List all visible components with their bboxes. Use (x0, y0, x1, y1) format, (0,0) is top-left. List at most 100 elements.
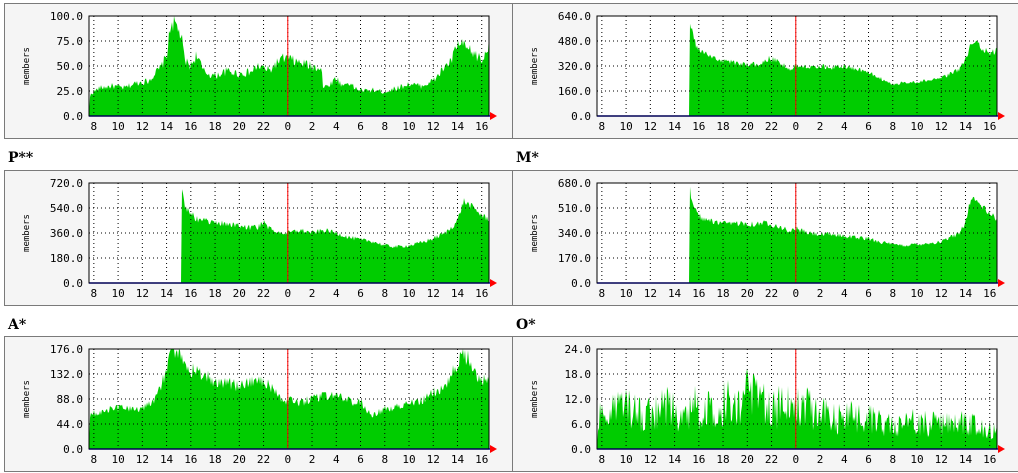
x-tick-label: 14 (668, 287, 682, 300)
x-tick-label: 10 (111, 287, 124, 300)
x-tick-label: 10 (910, 453, 923, 466)
x-tick-label: 2 (817, 120, 824, 133)
x-tick-label: 8 (381, 287, 388, 300)
axis-arrow (490, 112, 497, 120)
y-tick-label: 160.0 (558, 85, 591, 98)
plot-border (596, 182, 998, 284)
x-tick-label: 12 (427, 287, 440, 300)
x-tick-label: 8 (599, 453, 606, 466)
chart-title: M* (516, 150, 539, 166)
x-tick-label: 14 (668, 453, 682, 466)
x-tick-label: 14 (959, 120, 973, 133)
x-tick-label: 12 (935, 287, 948, 300)
chart-svg: 0.0 44.0 88.0 132.0 176.0 8 10 12 14 16 18 20 22 0 2 4 6… (22, 343, 497, 466)
x-tick-label: 14 (959, 453, 973, 466)
x-tick-label: 22 (257, 120, 270, 133)
x-tick-label: 12 (935, 120, 948, 133)
x-tick-label: 22 (257, 287, 270, 300)
x-tick-label: 20 (233, 453, 246, 466)
x-tick-label: 8 (91, 287, 98, 300)
axis-arrow (998, 279, 1005, 287)
x-tick-label: 16 (983, 453, 996, 466)
x-tick-label: 10 (402, 453, 415, 466)
x-tick-label: 16 (692, 120, 705, 133)
chart-frame: 0.0 160.0 320.0 480.0 640.0 8 10 12 14 16 18 20 22 0 2… (512, 3, 1018, 139)
x-tick-label: 12 (644, 453, 657, 466)
x-tick-label: 14 (451, 287, 465, 300)
x-tick-label: 10 (402, 120, 415, 133)
y-tick-label: 0.0 (571, 443, 591, 456)
x-tick-label: 12 (136, 287, 149, 300)
x-tick-label: 4 (841, 453, 848, 466)
x-tick-label: 8 (889, 453, 896, 466)
x-tick-label: 6 (865, 120, 872, 133)
plot-border (596, 348, 998, 450)
x-tick-label: 22 (765, 120, 778, 133)
chart-frame: 0.0 6.0 12.0 18.0 24.0 8 10 12 14 16 18 20 22 0 2 4 6 8 10… (512, 336, 1018, 472)
x-tick-label: 18 (716, 120, 729, 133)
x-tick-label: 14 (160, 120, 174, 133)
x-tick-label: 20 (741, 453, 754, 466)
x-tick-label: 16 (475, 120, 488, 133)
x-tick-label: 18 (208, 120, 221, 133)
x-tick-label: 4 (841, 120, 848, 133)
x-tick-label: 10 (910, 287, 923, 300)
x-tick-label: 20 (233, 120, 246, 133)
axis-arrow (490, 279, 497, 287)
axis-arrow (998, 112, 1005, 120)
x-tick-label: 0 (792, 120, 799, 133)
y-tick-label: 18.0 (565, 368, 592, 381)
x-tick-label: 6 (357, 453, 364, 466)
chart-frame: 0.0 180.0 360.0 540.0 720.0 8 10 12 14 16 18 20 22 0 2… (4, 170, 514, 306)
x-tick-label: 6 (865, 287, 872, 300)
x-tick-label: 12 (427, 453, 440, 466)
y-tick-label: 6.0 (571, 418, 591, 431)
x-tick-label: 16 (983, 120, 996, 133)
x-tick-label: 12 (136, 120, 149, 133)
x-tick-label: 10 (619, 120, 632, 133)
area-series (89, 189, 489, 283)
y-axis-label: members (22, 380, 32, 418)
x-tick-label: 6 (865, 453, 872, 466)
x-tick-label: 16 (184, 287, 197, 300)
x-tick-label: 8 (599, 287, 606, 300)
x-tick-label: 12 (644, 120, 657, 133)
x-tick-label: 12 (644, 287, 657, 300)
chart-frame: 0.0 25.0 50.0 75.0 100.0 8 10 12 14 16 18 20 22 0 2 4 6 8… (4, 3, 514, 139)
y-tick-label: 0.0 (63, 277, 83, 290)
x-tick-label: 10 (111, 120, 124, 133)
x-tick-label: 12 (136, 453, 149, 466)
x-tick-label: 12 (427, 120, 440, 133)
x-tick-label: 4 (333, 287, 340, 300)
y-tick-label: 75.0 (57, 35, 84, 48)
y-tick-label: 0.0 (63, 443, 83, 456)
y-tick-label: 180.0 (50, 252, 83, 265)
y-axis-label: members (530, 380, 540, 418)
x-tick-label: 16 (475, 287, 488, 300)
x-tick-label: 14 (451, 120, 465, 133)
x-tick-label: 14 (959, 287, 973, 300)
chart-title: P** (8, 150, 34, 166)
x-tick-label: 16 (983, 287, 996, 300)
x-tick-label: 2 (309, 453, 316, 466)
y-axis-label: members (530, 47, 540, 85)
x-tick-label: 8 (889, 287, 896, 300)
y-tick-label: 132.0 (50, 368, 83, 381)
x-tick-label: 14 (160, 453, 174, 466)
x-tick-label: 6 (357, 120, 364, 133)
y-axis-label: members (22, 47, 32, 85)
y-tick-label: 88.0 (57, 393, 84, 406)
chart-title: A* (8, 317, 27, 333)
y-tick-label: 640.0 (558, 10, 591, 23)
plot-border (88, 348, 490, 450)
y-tick-label: 0.0 (63, 110, 83, 123)
y-tick-label: 720.0 (50, 177, 83, 190)
x-tick-label: 4 (333, 120, 340, 133)
chart-svg: 0.0 6.0 12.0 18.0 24.0 8 10 12 14 16 18 20 22 0 2 4 6 8 10… (530, 343, 1005, 466)
x-tick-label: 16 (475, 453, 488, 466)
plot-border (596, 15, 998, 117)
y-tick-label: 50.0 (57, 60, 84, 73)
y-tick-label: 480.0 (558, 35, 591, 48)
plot-border (88, 15, 490, 117)
x-tick-label: 20 (741, 120, 754, 133)
